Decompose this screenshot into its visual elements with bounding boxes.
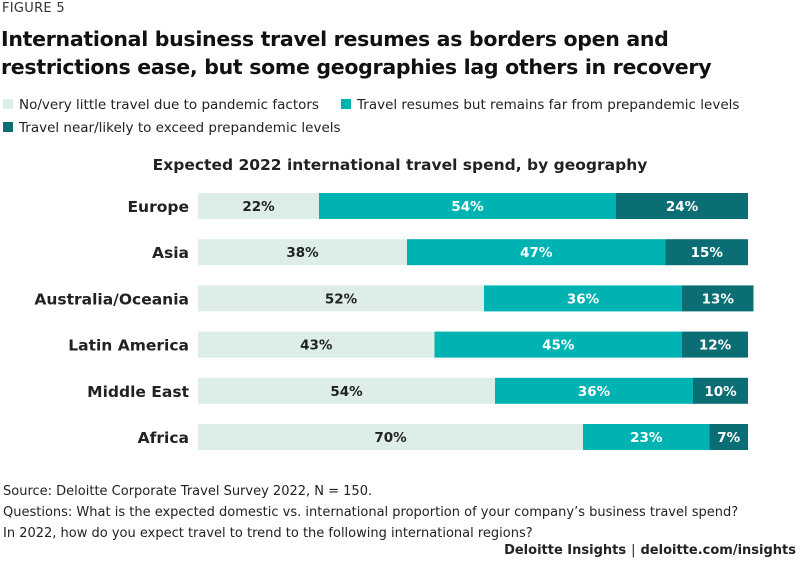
legend-swatch-resumes xyxy=(341,99,351,109)
bar-segment-middle-east-no-travel xyxy=(198,377,495,404)
source-note: Source: Deloitte Corporate Travel Survey… xyxy=(3,484,373,499)
data-label-asia-resumes: 47% xyxy=(520,245,553,261)
bar-segment-africa-near-exceed xyxy=(709,424,748,450)
data-label-middle-east-resumes: 36% xyxy=(578,384,611,400)
data-label-africa-near-exceed: 7% xyxy=(717,430,740,446)
legend-item-no-travel: No/very little travel due to pandemic fa… xyxy=(3,97,319,113)
category-label-latin-america: Latin America xyxy=(68,337,189,355)
bar-segment-asia-near-exceed xyxy=(665,239,748,266)
stacked-bar-chart: Europe 22% 54% 24% Asia 38% 47% 15% Australia/Oc… xyxy=(34,193,754,450)
data-label-australia-oceania-resumes: 36% xyxy=(567,291,600,307)
data-label-middle-east-near-exceed: 10% xyxy=(704,384,737,400)
category-label-europe: Europe xyxy=(127,198,189,216)
bar-segment-asia-no-travel xyxy=(198,239,407,266)
legend-item-resumes: Travel resumes but remains far from prep… xyxy=(341,97,739,113)
question-note-2: In 2022, how do you expect travel to tre… xyxy=(3,526,533,541)
bar-segment-middle-east-near-exceed xyxy=(693,377,748,404)
bar-segment-asia-resumes xyxy=(407,239,666,266)
bar-segment-europe-resumes xyxy=(319,193,616,219)
bar-segment-australia-oceania-near-exceed xyxy=(682,285,754,312)
data-label-asia-no-travel: 38% xyxy=(286,245,319,261)
data-label-middle-east-no-travel: 54% xyxy=(330,384,363,400)
bar-segment-europe-near-exceed xyxy=(616,193,748,219)
credit-brand: Deloitte Insights xyxy=(504,543,627,558)
bar-segment-africa-resumes xyxy=(583,424,710,450)
category-label-middle-east: Middle East xyxy=(87,383,189,401)
legend-label-near-exceed: Travel near/likely to exceed prepandemic… xyxy=(19,120,341,136)
bar-segment-middle-east-resumes xyxy=(495,377,693,404)
data-label-asia-near-exceed: 15% xyxy=(691,245,724,261)
credit-separator: | xyxy=(631,543,636,558)
question-note-1: Questions: What is the expected domestic… xyxy=(3,505,739,520)
category-label-asia: Asia xyxy=(152,244,189,262)
legend-label-no-travel: No/very little travel due to pandemic fa… xyxy=(19,97,319,113)
bar-segment-latin-america-no-travel xyxy=(198,331,435,358)
data-label-latin-america-no-travel: 43% xyxy=(300,338,333,354)
footer: Source: Deloitte Corporate Travel Survey… xyxy=(3,481,738,544)
chart-headline: International business travel resumes as… xyxy=(1,27,712,79)
bar-segment-latin-america-resumes xyxy=(434,331,682,358)
figure-label: FIGURE 5 xyxy=(2,1,65,16)
data-label-africa-no-travel: 70% xyxy=(374,430,407,446)
legend-label-resumes: Travel resumes but remains far from prep… xyxy=(357,97,740,113)
bar-segment-europe-no-travel xyxy=(198,193,319,219)
data-label-europe-no-travel: 22% xyxy=(242,199,275,215)
data-label-latin-america-near-exceed: 12% xyxy=(699,338,732,354)
data-label-africa-resumes: 23% xyxy=(630,430,663,446)
category-label-africa: Africa xyxy=(138,429,189,447)
bar-segment-latin-america-near-exceed xyxy=(682,331,748,358)
bar-segment-australia-oceania-no-travel xyxy=(198,285,484,312)
data-label-europe-near-exceed: 24% xyxy=(666,199,699,215)
legend-item-near-exceed: Travel near/likely to exceed prepandemic… xyxy=(3,120,341,136)
data-label-latin-america-resumes: 45% xyxy=(542,338,575,354)
category-label-australia-oceania: Australia/Oceania xyxy=(34,290,189,308)
legend-swatch-no-travel xyxy=(3,99,13,109)
credit: Deloitte Insights | deloitte.com/insights xyxy=(504,543,796,558)
data-label-australia-oceania-no-travel: 52% xyxy=(325,291,358,307)
credit-url[interactable]: deloitte.com/insights xyxy=(640,543,797,558)
data-label-australia-oceania-near-exceed: 13% xyxy=(702,291,735,307)
chart-title: Expected 2022 international travel spend… xyxy=(152,156,648,174)
data-label-europe-resumes: 54% xyxy=(451,199,484,215)
legend-swatch-near-exceed xyxy=(3,122,13,132)
bar-segment-australia-oceania-resumes xyxy=(484,285,682,312)
bar-segment-africa-no-travel xyxy=(198,424,583,450)
